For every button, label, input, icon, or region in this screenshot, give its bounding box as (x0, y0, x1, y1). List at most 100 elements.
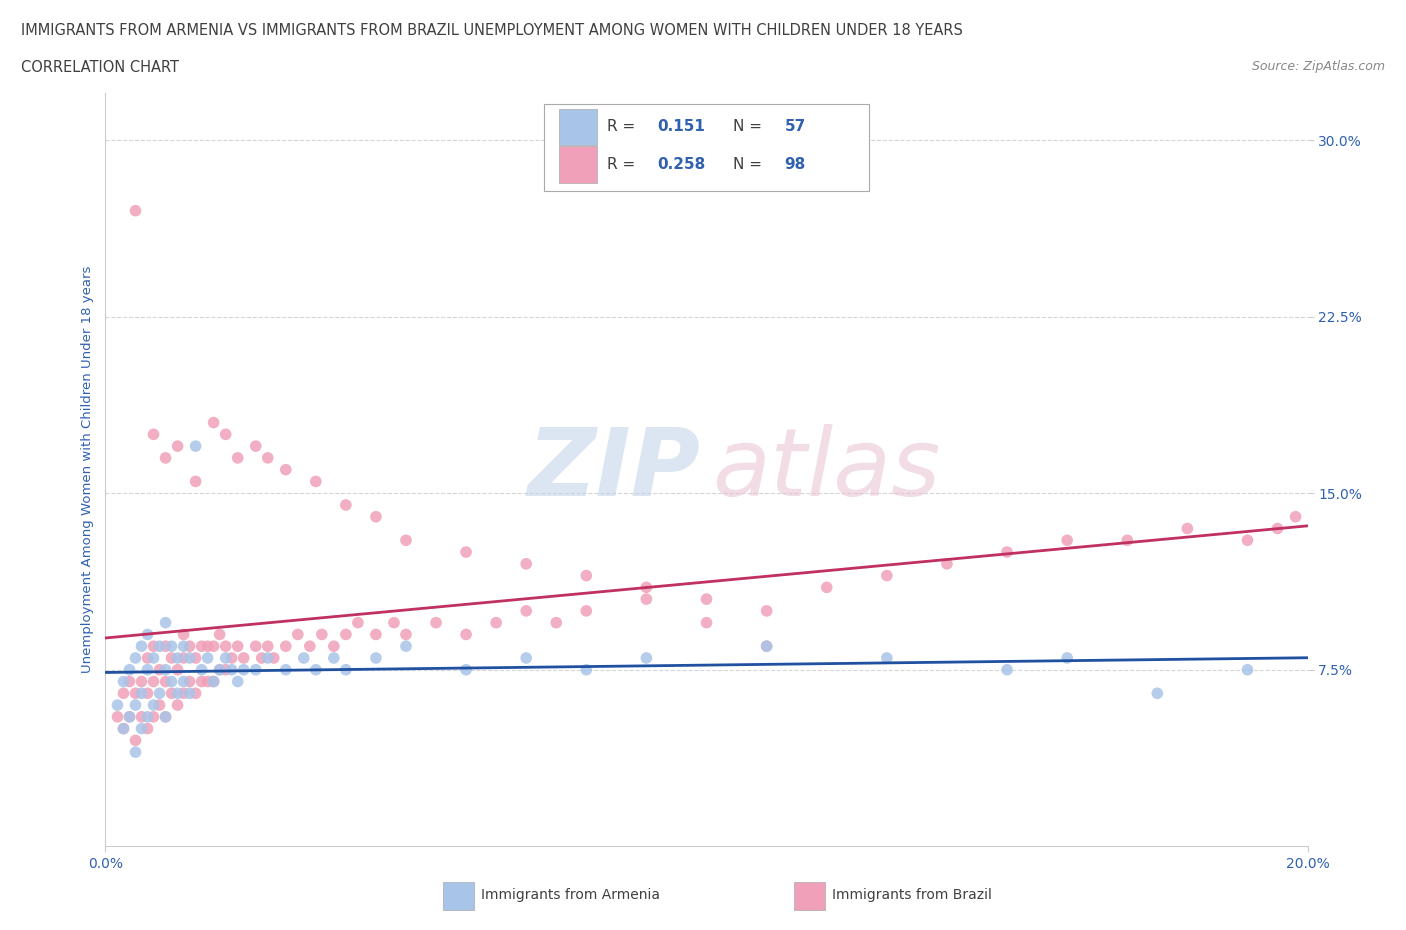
Point (124, 204, 146, 219)
Point (202, 674, 225, 689)
Point (142, 698, 165, 712)
Point (335, 627, 357, 642)
Point (335, 498, 357, 512)
Point (173, 639, 195, 654)
Text: N =: N = (733, 119, 766, 135)
Point (197, 651, 219, 666)
Point (142, 710, 165, 724)
Point (155, 639, 177, 654)
Point (214, 427, 236, 442)
Point (202, 639, 225, 654)
Point (1267, 521, 1289, 536)
Point (876, 568, 898, 583)
Point (142, 427, 165, 442)
Point (155, 662, 177, 677)
Point (256, 651, 278, 666)
Text: ZIP: ZIP (527, 424, 700, 515)
Text: CORRELATION CHART: CORRELATION CHART (21, 60, 179, 75)
Point (226, 674, 249, 689)
Bar (558, 147, 598, 182)
Y-axis label: Unemployment Among Women with Children Under 18 years: Unemployment Among Women with Children U… (82, 266, 94, 673)
Point (232, 651, 254, 666)
Point (173, 685, 195, 700)
Text: Immigrants from Armenia: Immigrants from Armenia (481, 887, 659, 902)
Point (124, 745, 146, 760)
Point (395, 627, 418, 642)
Point (274, 462, 297, 477)
Text: 98: 98 (785, 157, 806, 172)
Point (515, 651, 537, 666)
Point (636, 580, 658, 595)
Point (1284, 510, 1306, 525)
Point (124, 698, 146, 712)
Text: Source: ZipAtlas.com: Source: ZipAtlas.com (1251, 60, 1385, 73)
Point (184, 685, 207, 700)
Point (636, 591, 658, 606)
Point (322, 651, 344, 666)
Point (136, 685, 159, 700)
Point (995, 662, 1018, 677)
Point (112, 685, 135, 700)
Point (155, 616, 177, 631)
Text: R =: R = (607, 119, 640, 135)
Point (107, 710, 129, 724)
Point (232, 662, 254, 677)
Point (142, 651, 165, 666)
Point (382, 616, 405, 631)
Point (166, 651, 188, 666)
Point (166, 685, 188, 700)
Point (214, 651, 236, 666)
Bar (558, 109, 598, 145)
Point (636, 651, 658, 666)
Point (575, 604, 598, 618)
Point (995, 545, 1018, 560)
Point (515, 604, 537, 618)
Point (214, 662, 236, 677)
Point (118, 662, 141, 677)
Point (305, 662, 328, 677)
Point (142, 639, 165, 654)
Point (936, 556, 959, 571)
Point (148, 698, 170, 712)
Point (1236, 662, 1258, 677)
Point (226, 450, 249, 465)
Point (173, 651, 195, 666)
Point (166, 439, 188, 454)
Point (155, 450, 177, 465)
Text: IMMIGRANTS FROM ARMENIA VS IMMIGRANTS FROM BRAZIL UNEMPLOYMENT AMONG WOMEN WITH : IMMIGRANTS FROM ARMENIA VS IMMIGRANTS FR… (21, 23, 963, 38)
Point (696, 591, 718, 606)
Point (148, 662, 170, 677)
Point (364, 651, 387, 666)
Point (197, 674, 219, 689)
Point (322, 639, 344, 654)
Point (364, 510, 387, 525)
Point (208, 662, 231, 677)
Point (124, 651, 146, 666)
Point (112, 674, 135, 689)
Text: 0.151: 0.151 (657, 119, 704, 135)
Point (179, 651, 201, 666)
Point (118, 710, 141, 724)
Point (395, 639, 418, 654)
Point (755, 639, 778, 654)
Point (136, 710, 159, 724)
Point (179, 674, 201, 689)
Point (208, 662, 231, 677)
Point (274, 639, 297, 654)
Point (136, 651, 159, 666)
Point (131, 710, 153, 724)
Point (256, 450, 278, 465)
Point (274, 662, 297, 677)
Point (190, 639, 212, 654)
Point (136, 721, 159, 736)
Point (190, 662, 212, 677)
Point (876, 651, 898, 666)
Point (142, 674, 165, 689)
Point (166, 698, 188, 712)
Point (221, 662, 243, 677)
Text: 57: 57 (785, 119, 806, 135)
Point (166, 662, 188, 677)
Point (118, 710, 141, 724)
Point (454, 627, 477, 642)
Point (208, 627, 231, 642)
